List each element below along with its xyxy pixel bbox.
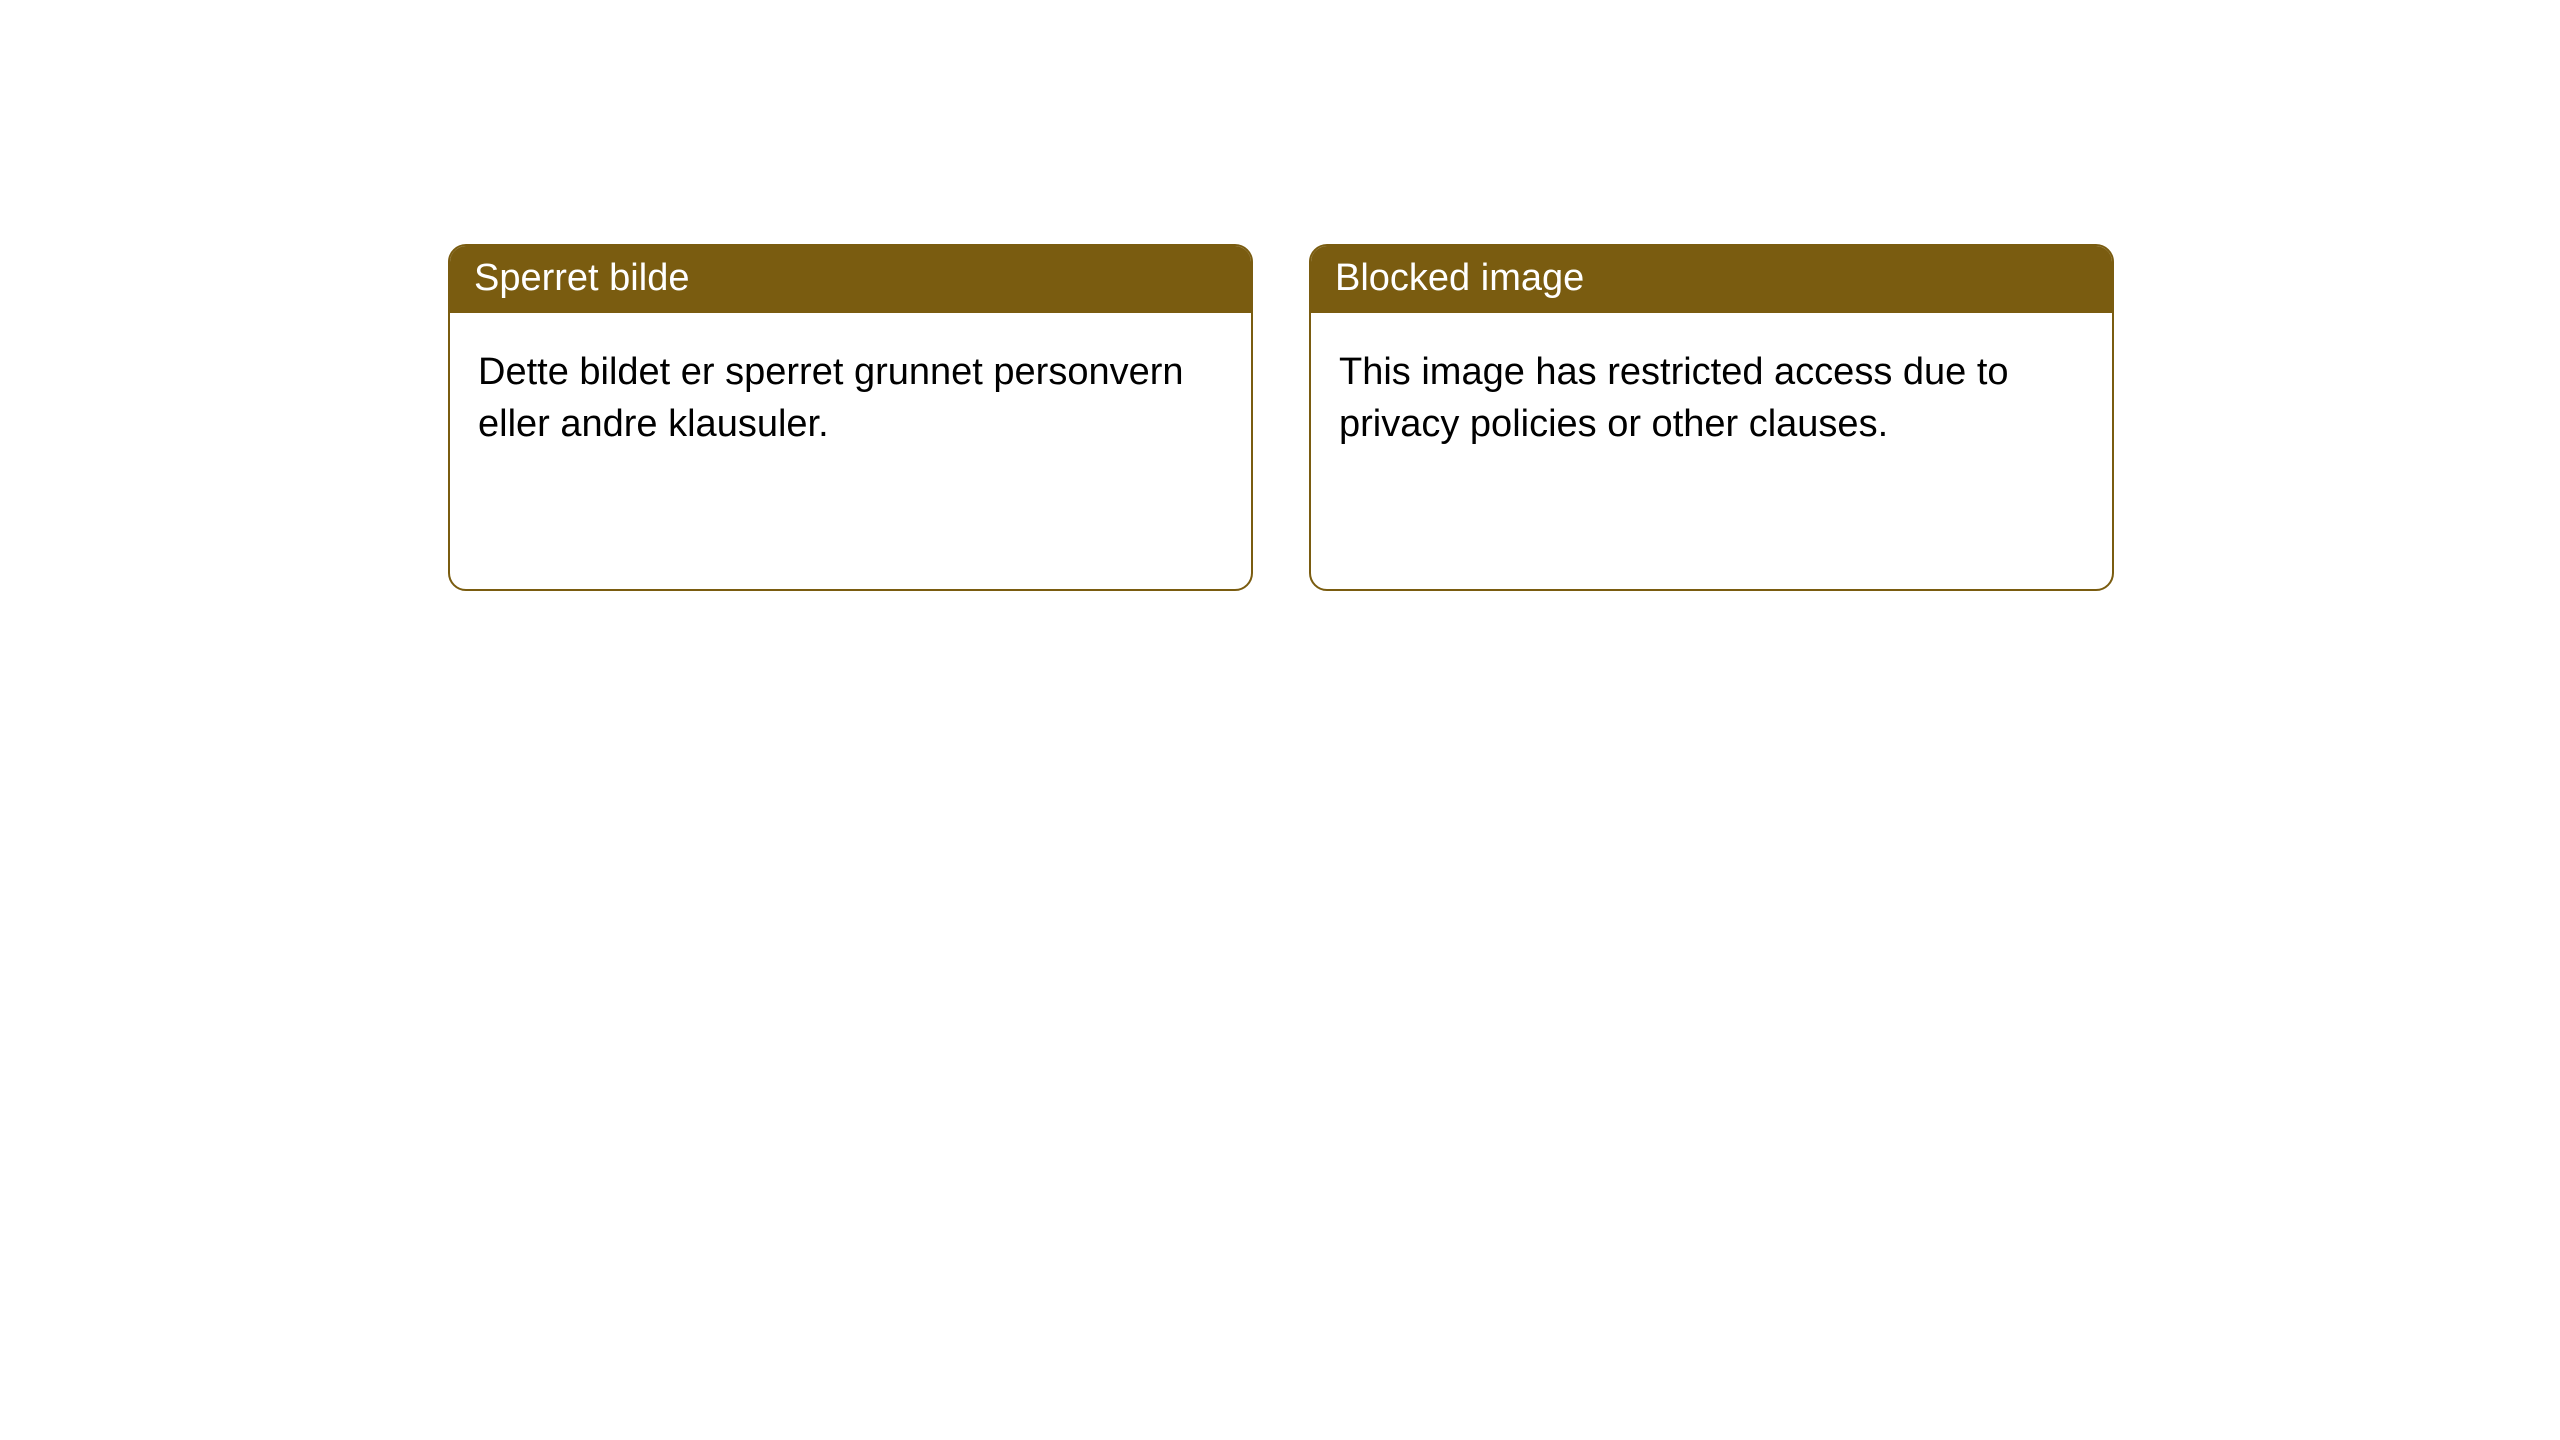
- notice-card-no: Sperret bilde Dette bildet er sperret gr…: [448, 244, 1253, 591]
- notice-message-no: Dette bildet er sperret grunnet personve…: [450, 313, 1251, 589]
- notice-title-en: Blocked image: [1311, 246, 2112, 313]
- notice-title-no: Sperret bilde: [450, 246, 1251, 313]
- notice-message-en: This image has restricted access due to …: [1311, 313, 2112, 589]
- notice-card-en: Blocked image This image has restricted …: [1309, 244, 2114, 591]
- notice-container: Sperret bilde Dette bildet er sperret gr…: [0, 0, 2560, 591]
